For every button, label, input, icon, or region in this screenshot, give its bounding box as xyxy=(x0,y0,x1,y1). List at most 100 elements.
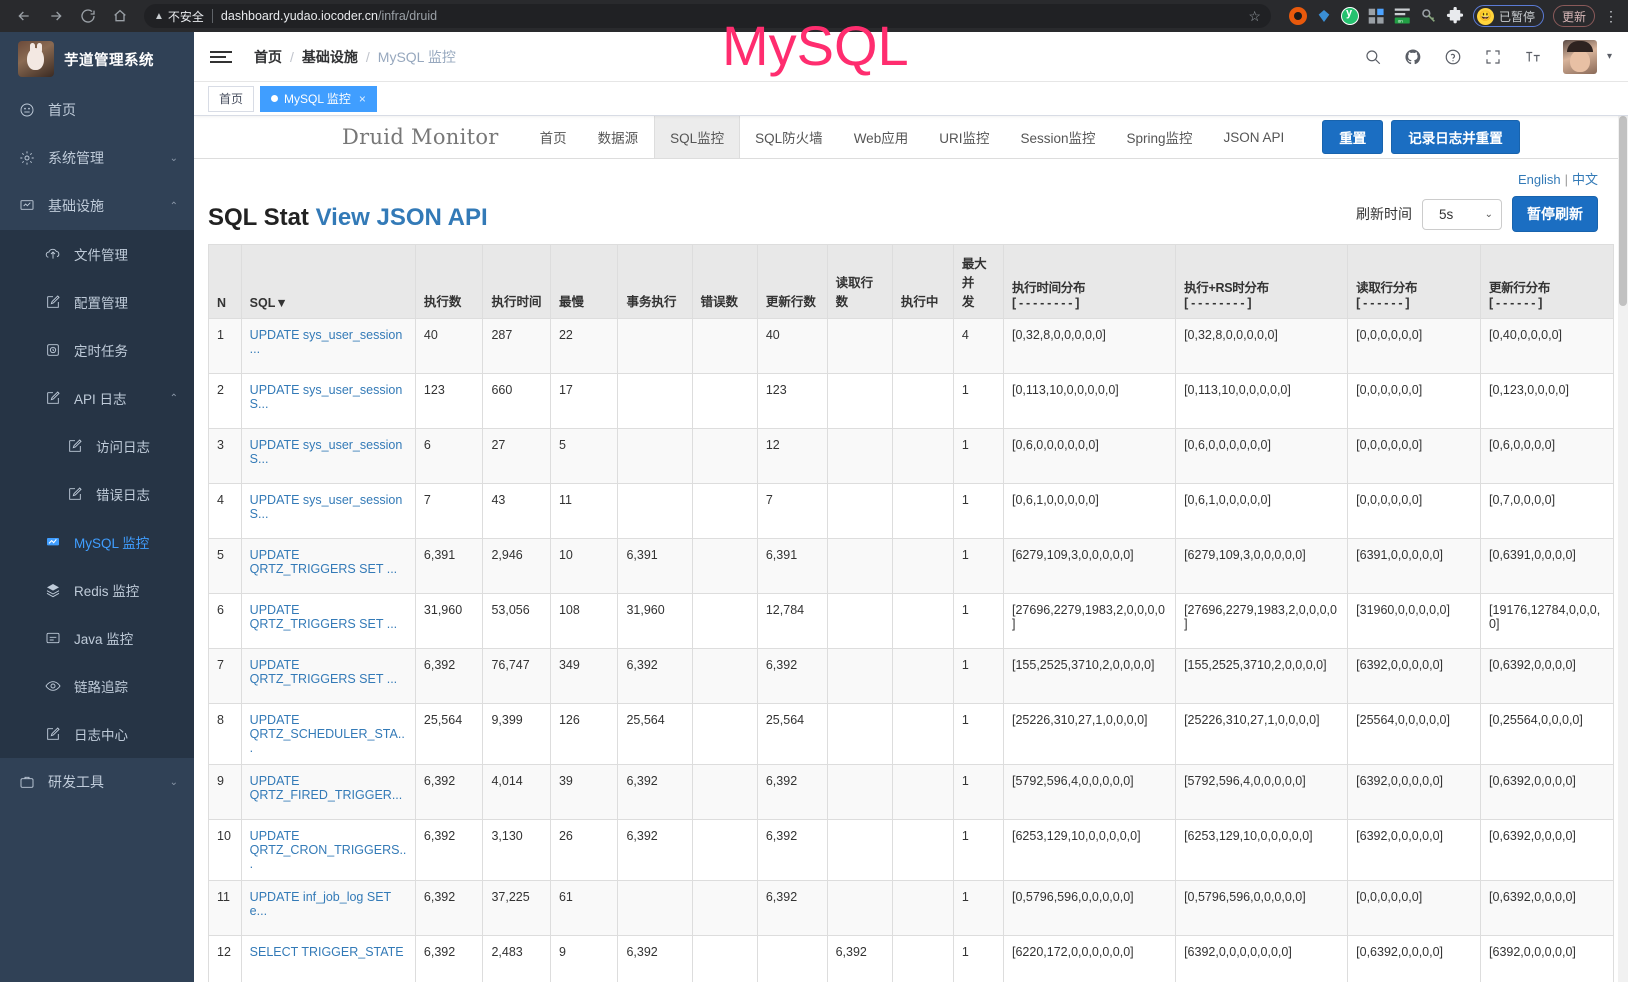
reset-button[interactable]: 重置 xyxy=(1322,120,1384,154)
update-button[interactable]: 更新 xyxy=(1552,5,1595,27)
col-sql[interactable]: SQL▼ xyxy=(240,244,416,319)
sidebar-toggle-icon[interactable] xyxy=(210,50,232,63)
sql-link[interactable]: UPDATE sys_user_session S... xyxy=(249,383,403,411)
druid-nav-sql-monitor[interactable]: SQL监控 xyxy=(654,116,741,158)
tag-mysql-monitor[interactable]: MySQL 监控 × xyxy=(260,85,377,112)
col-error-count[interactable]: 错误数 xyxy=(691,244,758,319)
view-json-api-link[interactable]: View JSON API xyxy=(315,204,488,231)
col-update-rows[interactable]: 更新行数 xyxy=(756,244,828,319)
sidebar-item-trace[interactable]: 链路追踪 xyxy=(0,662,194,710)
cell-sql[interactable]: UPDATE QRTZ_TRIGGERS SET ... xyxy=(240,593,416,649)
cell-sql[interactable]: UPDATE QRTZ_TRIGGERS SET ... xyxy=(240,538,416,594)
col-update-rows-dist[interactable]: 更新行分布[ - - - - - - ] xyxy=(1480,244,1614,319)
sql-link[interactable]: SELECT TRIGGER_STATE xyxy=(249,945,404,959)
sidebar-item-redis-monitor[interactable]: Redis 监控 xyxy=(0,566,194,614)
druid-nav-web-app[interactable]: Web应用 xyxy=(853,131,909,146)
breadcrumb-item-home[interactable]: 首页 xyxy=(254,48,282,65)
cell-sql[interactable]: UPDATE sys_user_session S... xyxy=(240,373,416,429)
sql-link[interactable]: UPDATE sys_user_session ... xyxy=(249,328,403,356)
github-icon[interactable] xyxy=(1403,47,1423,67)
font-size-icon[interactable] xyxy=(1523,47,1543,67)
profile-paused-pill[interactable]: 😃 已暂停 xyxy=(1472,5,1544,27)
col-exec-rs-time-dist[interactable]: 执行+RS时分布[ - - - - - - - - ] xyxy=(1175,244,1349,319)
col-read-rows-dist[interactable]: 读取行分布[ - - - - - - ] xyxy=(1347,244,1482,319)
home-button[interactable] xyxy=(106,2,134,30)
sidebar-item-java-monitor[interactable]: Java 监控 xyxy=(0,614,194,662)
druid-nav-sql-firewall[interactable]: SQL防火墙 xyxy=(755,131,823,146)
refresh-interval-select[interactable]: 5s ⌄ xyxy=(1422,198,1502,230)
chrome-menu-icon[interactable]: ⋮ xyxy=(1604,8,1618,24)
page-scrollbar-track[interactable] xyxy=(1618,116,1628,982)
back-button[interactable] xyxy=(10,2,38,30)
pause-refresh-button[interactable]: 暂停刷新 xyxy=(1512,196,1598,232)
sidebar-item-config-manage[interactable]: 配置管理 xyxy=(0,278,194,326)
sidebar-item-mysql-monitor[interactable]: MySQL 监控 xyxy=(0,518,194,566)
forward-button[interactable] xyxy=(42,2,70,30)
sidebar-item-file-manage[interactable]: 文件管理 xyxy=(0,230,194,278)
cell-sql[interactable]: UPDATE sys_user_session ... xyxy=(240,318,416,374)
log-and-reset-button[interactable]: 记录日志并重置 xyxy=(1391,120,1520,154)
druid-nav-json-api[interactable]: JSON API xyxy=(1223,129,1285,145)
cell-sql[interactable]: UPDATE sys_user_session S... xyxy=(240,483,416,539)
col-slowest[interactable]: 最慢 xyxy=(549,244,619,319)
sql-link[interactable]: UPDATE QRTZ_CRON_TRIGGERS... xyxy=(249,829,407,871)
search-icon[interactable] xyxy=(1363,47,1383,67)
cell-sql[interactable]: UPDATE sys_user_session S... xyxy=(240,428,416,484)
sql-link[interactable]: UPDATE inf_job_log SET e... xyxy=(249,890,391,918)
page-scrollbar-thumb[interactable] xyxy=(1619,116,1627,306)
extension-key-icon[interactable] xyxy=(1421,8,1437,24)
cell-sql[interactable]: UPDATE QRTZ_TRIGGERS SET ... xyxy=(240,648,416,704)
druid-brand[interactable]: Druid Monitor xyxy=(342,125,499,149)
breadcrumb-item-infra[interactable]: 基础设施 xyxy=(301,48,358,65)
col-exec-time-dist[interactable]: 执行时间分布[ - - - - - - - - ] xyxy=(1002,244,1177,319)
sql-link[interactable]: UPDATE sys_user_session S... xyxy=(249,493,403,521)
extension-orange-icon[interactable] xyxy=(1288,7,1307,25)
sidebar-item-dev-tools[interactable]: 研发工具 ⌄ xyxy=(0,758,194,806)
sidebar-item-home[interactable]: 首页 xyxy=(0,86,194,134)
col-exec-time[interactable]: 执行时间 xyxy=(482,244,551,319)
extension-grid-icon[interactable] xyxy=(1368,8,1385,25)
extensions-puzzle-icon[interactable] xyxy=(1446,6,1464,25)
sidebar-brand[interactable]: 芋道管理系统 xyxy=(0,32,194,86)
fullscreen-icon[interactable] xyxy=(1483,47,1503,67)
sidebar-item-infra[interactable]: 基础设施 ⌃ xyxy=(0,182,194,230)
druid-nav-home[interactable]: 首页 xyxy=(539,131,567,146)
col-read-rows[interactable]: 读取行数 xyxy=(826,244,893,319)
sidebar-item-api-log[interactable]: API 日志 ⌃ xyxy=(0,374,194,422)
reload-button[interactable] xyxy=(74,2,102,30)
sql-link[interactable]: UPDATE QRTZ_SCHEDULER_STA... xyxy=(249,713,405,755)
cell-sql[interactable]: UPDATE inf_job_log SET e... xyxy=(240,880,416,936)
sql-link[interactable]: UPDATE sys_user_session S... xyxy=(249,438,403,466)
druid-nav-datasource[interactable]: 数据源 xyxy=(597,131,639,146)
col-max-concurrency[interactable]: 最大并发 xyxy=(952,244,1004,319)
lang-english-link[interactable]: English xyxy=(1517,172,1561,187)
col-exec-count[interactable]: 执行数 xyxy=(414,244,484,319)
cell-sql[interactable]: SELECT TRIGGER_STATE xyxy=(240,935,416,982)
sql-link[interactable]: UPDATE QRTZ_FIRED_TRIGGER... xyxy=(249,774,403,802)
avatar[interactable] xyxy=(1562,39,1597,74)
extension-list-icon[interactable]: on xyxy=(1394,7,1412,25)
col-tx-exec[interactable]: 事务执行 xyxy=(617,244,693,319)
help-circle-icon[interactable] xyxy=(1443,47,1463,67)
extension-youdao-icon[interactable] xyxy=(1340,7,1359,25)
druid-nav-session-monitor[interactable]: Session监控 xyxy=(1020,131,1096,146)
lang-chinese-link[interactable]: 中文 xyxy=(1571,172,1598,187)
extension-diamond-icon[interactable] xyxy=(1316,8,1332,24)
bookmark-star-icon[interactable]: ☆ xyxy=(1248,7,1261,24)
sql-link[interactable]: UPDATE QRTZ_TRIGGERS SET ... xyxy=(249,548,398,576)
close-icon[interactable]: × xyxy=(358,91,366,106)
druid-nav-uri-monitor[interactable]: URI监控 xyxy=(939,131,990,146)
sidebar-item-access-log[interactable]: 访问日志 xyxy=(0,422,194,470)
druid-nav-spring-monitor[interactable]: Spring监控 xyxy=(1126,131,1193,146)
sidebar-item-error-log[interactable]: 错误日志 xyxy=(0,470,194,518)
tag-home[interactable]: 首页 xyxy=(208,85,255,112)
cell-sql[interactable]: UPDATE QRTZ_CRON_TRIGGERS... xyxy=(240,819,416,881)
address-bar[interactable]: ▲ 不安全 dashboard.yudao.iocoder.cn/infra/d… xyxy=(144,4,1271,28)
sidebar-item-scheduled-tasks[interactable]: 定时任务 xyxy=(0,326,194,374)
sql-link[interactable]: UPDATE QRTZ_TRIGGERS SET ... xyxy=(249,603,398,631)
cell-sql[interactable]: UPDATE QRTZ_SCHEDULER_STA... xyxy=(240,703,416,765)
chevron-down-icon[interactable]: ▾ xyxy=(1606,51,1612,62)
sql-link[interactable]: UPDATE QRTZ_TRIGGERS SET ... xyxy=(249,658,398,686)
sidebar-item-log-center[interactable]: 日志中心 xyxy=(0,710,194,758)
cell-sql[interactable]: UPDATE QRTZ_FIRED_TRIGGER... xyxy=(240,764,416,820)
